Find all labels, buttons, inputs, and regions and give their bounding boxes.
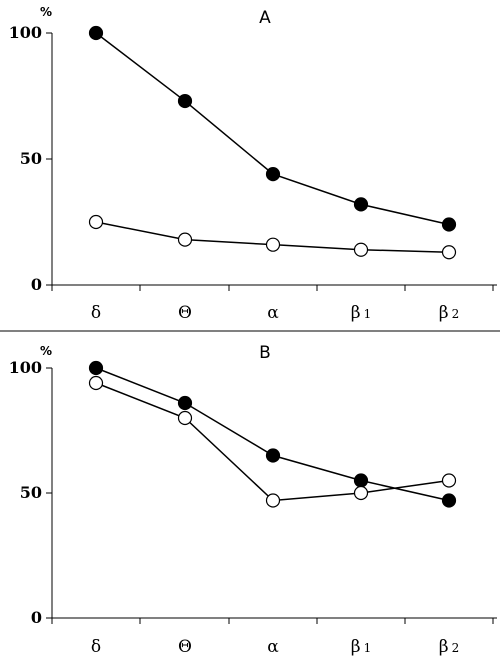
panel-a-series-2-point (265, 237, 281, 252)
panel-a-series-1-point (441, 217, 457, 232)
panel-b-series-2-point (177, 410, 193, 426)
panel-b-series-1-point (353, 473, 369, 488)
panel-b-category-label: δ (91, 637, 101, 657)
panel-b-y-tick-label: 0 (31, 608, 42, 627)
panel-b-y-unit: % (40, 344, 52, 358)
panel-a-series-1-point (88, 25, 104, 41)
panel-b-series-2-point (265, 493, 281, 508)
panel-b-title: B (259, 343, 271, 363)
panel-a-series-1-point (265, 167, 281, 182)
panel-b-series-2-point (88, 375, 104, 391)
panel-a-category-label: α (267, 303, 279, 323)
panel-b-category-label: α (267, 637, 279, 657)
panel-a-category-label: δ (91, 303, 101, 323)
panel-a-series-1-point (177, 93, 193, 109)
panel-a-y-tick-label: 100 (9, 23, 42, 42)
panel-b-series-2-line (95, 382, 450, 502)
panel-a-series-1-point (353, 197, 369, 212)
panel-a-series-1-line (95, 32, 450, 226)
panel-a-y-tick-label: 50 (20, 149, 42, 168)
panel-a-category-label: Θ (178, 303, 192, 323)
panel-a-series-2-point (353, 242, 369, 257)
panel-b-series-1-point (265, 448, 281, 463)
panel-b-y-tick-label: 100 (9, 358, 42, 377)
panel-b-series-1-point (177, 395, 193, 411)
panel-a-series-2-point (177, 232, 193, 247)
panel-b-series-1-line (95, 367, 450, 502)
panel-a-y-tick-label: 0 (31, 275, 42, 294)
panel-b-category-label: Θ (178, 637, 192, 657)
panel-a-series-2-point (441, 245, 457, 260)
panel-b-series-2-point (441, 473, 457, 488)
panel-a-y-unit: % (40, 5, 52, 19)
panel-a-title: A (259, 8, 271, 28)
panel-a-series-2-point (88, 214, 104, 230)
panel-b-series-1-point (441, 493, 457, 508)
panel-b-series-2-point (353, 485, 369, 501)
panel-b-y-tick-label: 50 (20, 483, 42, 502)
panel-b-series-1-point (88, 360, 104, 376)
